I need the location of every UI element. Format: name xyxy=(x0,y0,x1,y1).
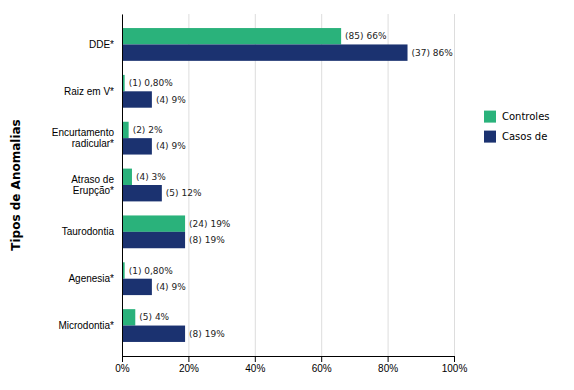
bar xyxy=(122,309,135,325)
y-tick-label: Taurodontia xyxy=(62,226,115,237)
bar xyxy=(122,185,162,201)
data-label: (4) 9% xyxy=(156,141,186,151)
data-label: (1) 0,80% xyxy=(129,266,174,276)
x-axis: 0% 20% 40% 60% 80% 100% xyxy=(115,356,467,374)
data-label: (2) 2% xyxy=(133,125,163,135)
data-label: (4) 9% xyxy=(156,282,186,292)
data-label: (8) 19% xyxy=(189,329,225,339)
y-tick: Atraso deErupção* xyxy=(71,174,114,196)
grid-line xyxy=(454,14,455,356)
data-label: (4) 3% xyxy=(136,172,166,182)
y-tick: Agenesia* xyxy=(68,273,114,284)
legend: Controles Casos de xyxy=(484,111,550,143)
grid-tick xyxy=(122,14,123,356)
bar xyxy=(122,326,185,342)
y-tick-label: Microdontia* xyxy=(58,320,114,331)
x-tick: 100% xyxy=(442,356,468,374)
grid-line xyxy=(321,14,322,356)
y-tick-label: DDE* xyxy=(89,39,114,50)
bar xyxy=(122,215,185,231)
x-tick-label: 60% xyxy=(312,363,332,374)
bar xyxy=(122,169,132,185)
data-label: (24) 19% xyxy=(189,219,231,229)
bar xyxy=(122,28,341,44)
chart-svg: (5) 4% (1) 0,80% (24) 19% (4) 3% (2) 2% (1) 0… xyxy=(0,0,574,390)
bars xyxy=(122,28,408,342)
legend-item: Casos de xyxy=(484,131,547,143)
legend-label: Casos de xyxy=(502,131,547,142)
bar-series xyxy=(122,44,408,341)
bar xyxy=(122,91,152,107)
x-tick: 40% xyxy=(245,356,265,374)
legend-label: Controles xyxy=(502,111,550,122)
data-label: (4) 9% xyxy=(156,95,186,105)
y-tick-label: Raiz em V* xyxy=(64,86,114,97)
grid-line xyxy=(122,14,123,356)
legend-item: Controles xyxy=(484,111,550,123)
x-tick-mark xyxy=(122,356,123,362)
y-axis-title: Tipos de Anomalias xyxy=(9,119,23,251)
grid-line xyxy=(388,14,389,356)
x-axis-line xyxy=(123,357,455,363)
grid-tick xyxy=(188,14,189,356)
x-tick-label: 40% xyxy=(245,363,265,374)
grid-line xyxy=(188,14,189,356)
x-tick-label: 0% xyxy=(115,363,130,374)
x-tick: 20% xyxy=(179,356,199,374)
x-tick-label: 20% xyxy=(179,363,199,374)
data-label: (37) 86% xyxy=(412,48,454,58)
data-label: (1) 0,80% xyxy=(129,78,174,88)
data-labels: (5) 4% (1) 0,80% (24) 19% (4) 3% (2) 2% (1) 0… xyxy=(129,31,454,338)
grid-tick xyxy=(388,14,389,356)
grid xyxy=(123,14,455,356)
data-label: (8) 19% xyxy=(189,235,225,245)
x-tick-mark xyxy=(388,356,389,362)
chart-container: (5) 4% (1) 0,80% (24) 19% (4) 3% (2) 2% (1) 0… xyxy=(0,0,574,390)
x-tick: 80% xyxy=(378,356,398,374)
bar xyxy=(122,279,152,295)
y-tick: Taurodontia xyxy=(62,226,115,237)
legend-swatch xyxy=(484,111,496,123)
x-tick-mark xyxy=(321,356,322,362)
bar xyxy=(122,44,408,60)
x-tick-label: 100% xyxy=(442,363,468,374)
y-tick: DDE* xyxy=(89,39,114,50)
data-label: (5) 12% xyxy=(166,188,202,198)
y-tick-label: Encurtamentoradicular* xyxy=(52,127,115,149)
x-tick-label: 80% xyxy=(378,363,398,374)
data-label: (5) 4% xyxy=(139,312,169,322)
bar xyxy=(122,232,185,248)
bar-series xyxy=(122,28,341,325)
plot-area: (5) 4% (1) 0,80% (24) 19% (4) 3% (2) 2% (1) 0… xyxy=(52,14,468,374)
y-axis-line xyxy=(122,15,123,357)
x-tick-mark xyxy=(454,356,455,362)
legend-swatch xyxy=(484,131,496,143)
y-tick: Encurtamentoradicular* xyxy=(52,127,115,149)
y-tick-label: Atraso deErupção* xyxy=(71,174,114,196)
x-tick: 60% xyxy=(312,356,332,374)
y-tick-label: Agenesia* xyxy=(68,273,114,284)
x-tick-mark xyxy=(188,356,189,362)
data-label: (85) 66% xyxy=(345,31,387,41)
bar xyxy=(122,138,152,154)
grid-line xyxy=(255,14,256,356)
x-tick: 0% xyxy=(115,356,130,374)
grid-tick xyxy=(321,14,322,356)
grid-tick xyxy=(255,14,256,356)
y-tick: Microdontia* xyxy=(58,320,114,331)
grid-tick xyxy=(454,14,455,356)
x-tick-mark xyxy=(255,356,256,362)
y-tick: Raiz em V* xyxy=(64,86,114,97)
y-axis: Microdontia* Agenesia* Taurodontia Atraso d… xyxy=(52,15,123,357)
